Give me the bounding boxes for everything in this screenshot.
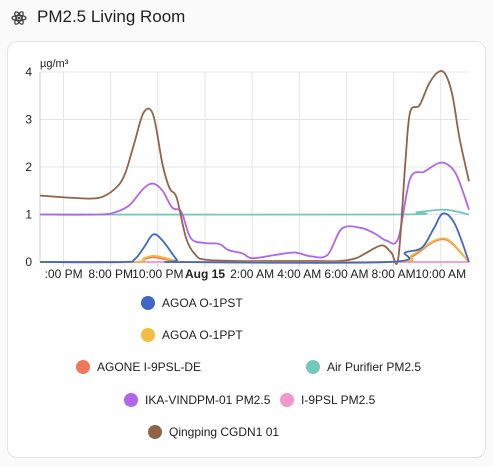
x-tick-label: 6:00 AM bbox=[324, 267, 368, 281]
x-tick-label: Aug 15 bbox=[185, 267, 225, 281]
legend-color-dot bbox=[148, 425, 162, 439]
line-chart: 0 1 2 3 4 µg/m³ :00 PM 8:00 PM 10:00 PM Aug 15 2:0… bbox=[25, 58, 470, 281]
chart-series bbox=[39, 70, 470, 265]
legend-label: IKA-VINDPM-01 PM2.5 bbox=[145, 393, 271, 407]
legend-item[interactable]: I-9PSL PM2.5 bbox=[280, 393, 375, 407]
card-header: PM2.5 Living Room bbox=[0, 0, 494, 36]
y-axis-label: µg/m³ bbox=[40, 58, 69, 70]
series-line-agoa-o-1pst bbox=[39, 212, 470, 264]
legend-label: Air Purifier PM2.5 bbox=[327, 360, 422, 374]
legend-item[interactable]: AGOA O-1PPT bbox=[141, 328, 243, 342]
x-tick-label: 4:00 AM bbox=[277, 267, 321, 281]
legend-item[interactable]: AGONE I-9PSL-DE bbox=[76, 360, 201, 374]
x-tick-label: 8:00 AM bbox=[372, 267, 416, 281]
page-title: PM2.5 Living Room bbox=[37, 7, 186, 26]
y-tick-label: 0 bbox=[25, 255, 32, 269]
legend-label: AGONE I-9PSL-DE bbox=[97, 360, 202, 374]
legend-item[interactable]: IKA-VINDPM-01 PM2.5 bbox=[124, 393, 270, 407]
x-tick-label: 2:00 AM bbox=[230, 267, 274, 281]
legend-color-dot bbox=[76, 360, 90, 374]
legend-item[interactable]: Qingping CGDN1 01 bbox=[148, 425, 279, 439]
series-line-ika-vindpm-01-pm2-5 bbox=[39, 161, 470, 260]
legend-label: AGOA O-1PST bbox=[162, 296, 243, 310]
y-tick-label: 2 bbox=[25, 160, 32, 174]
legend-color-dot bbox=[141, 328, 155, 342]
y-tick-label: 4 bbox=[25, 65, 32, 79]
legend-color-dot bbox=[280, 393, 294, 407]
chart-card: 0 1 2 3 4 µg/m³ :00 PM 8:00 PM 10:00 PM Aug 15 2:0… bbox=[7, 41, 486, 458]
x-tick-label: 8:00 PM bbox=[88, 267, 133, 281]
series-line-air-purifier-pm2-5 bbox=[39, 208, 470, 216]
x-tick-label: :00 PM bbox=[45, 267, 83, 281]
x-tick-label: 10:00 PM bbox=[132, 267, 183, 281]
chart-axis-labels: 0 1 2 3 4 µg/m³ :00 PM 8:00 PM 10:00 PM Aug 15 2:0… bbox=[25, 58, 466, 281]
y-tick-label: 1 bbox=[25, 208, 32, 222]
legend-color-dot bbox=[141, 296, 155, 310]
legend-label: Qingping CGDN1 01 bbox=[169, 425, 280, 439]
x-tick-label: 10:00 AM bbox=[415, 267, 466, 281]
y-tick-label: 3 bbox=[25, 113, 32, 127]
legend-color-dot bbox=[124, 393, 138, 407]
legend-label: I-9PSL PM2.5 bbox=[301, 393, 376, 407]
series-line-qingping-cgdn1-01 bbox=[39, 70, 470, 265]
legend-item[interactable]: AGOA O-1PST bbox=[141, 296, 243, 310]
legend-color-dot bbox=[306, 360, 320, 374]
molecule-icon bbox=[11, 11, 27, 25]
legend-label: AGOA O-1PPT bbox=[162, 328, 243, 342]
legend-item[interactable]: Air Purifier PM2.5 bbox=[306, 360, 421, 374]
